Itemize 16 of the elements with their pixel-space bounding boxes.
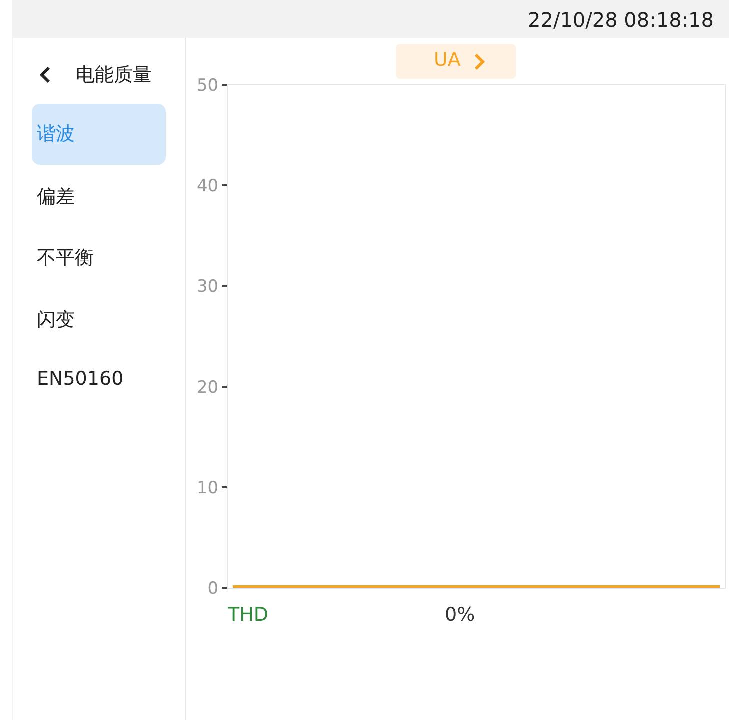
y-tick-label: 50	[196, 76, 219, 96]
text: 0%	[445, 604, 476, 626]
text: 谐波	[37, 122, 75, 147]
text: 闪变	[37, 308, 75, 333]
text: 22/10/28 08:18:18	[528, 8, 714, 32]
y-tick-label: 40	[196, 176, 219, 197]
y-tick-label: 20	[196, 378, 219, 398]
text: 电能质量	[76, 63, 152, 88]
text: 偏差	[37, 185, 75, 210]
y-tick-label: 0	[208, 578, 219, 599]
text: EN50160	[37, 368, 124, 390]
y-tick-label: 30	[196, 277, 219, 298]
text: THD	[228, 604, 269, 626]
chart-title: UA	[434, 49, 461, 71]
y-tick-label: 10	[196, 478, 219, 498]
text: 不平衡	[37, 246, 94, 271]
